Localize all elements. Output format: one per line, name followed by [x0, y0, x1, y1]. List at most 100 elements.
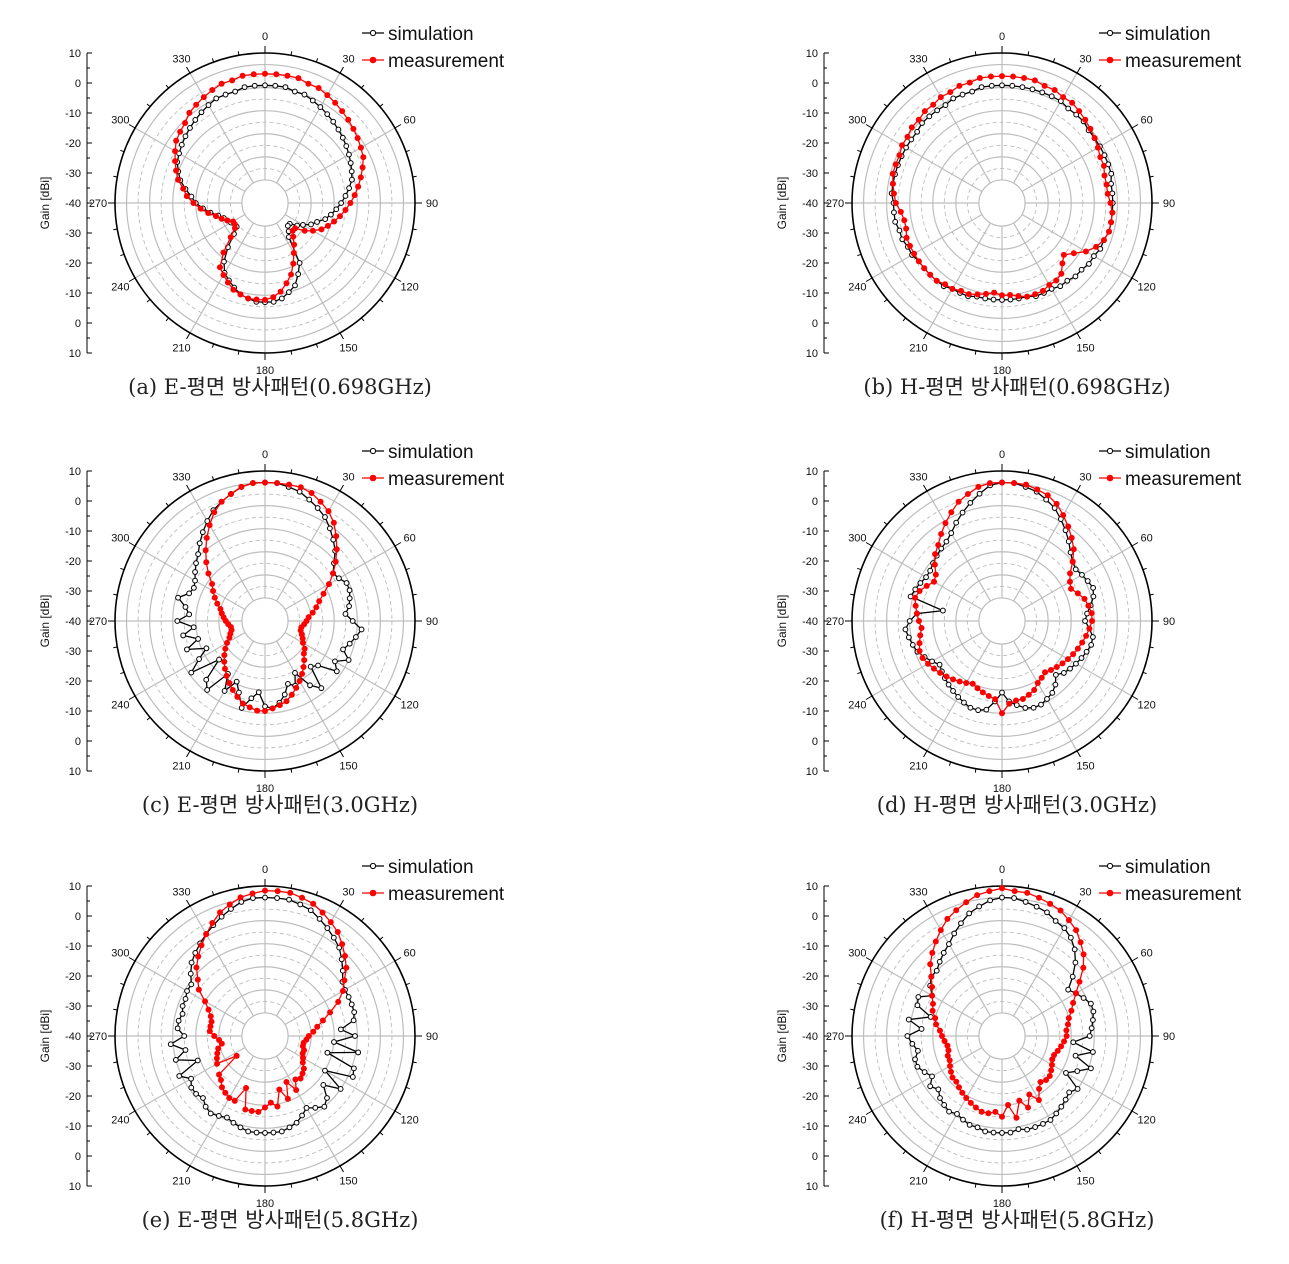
data-point-measurement	[293, 1086, 300, 1093]
data-point-measurement	[1016, 1097, 1023, 1104]
angle-tick-label: 0	[999, 864, 1005, 876]
angle-tick-mark	[1027, 350, 1030, 355]
angle-tick-label: 30	[1079, 53, 1091, 65]
data-point-simulation	[1011, 895, 1017, 901]
grid-spoke	[926, 222, 991, 334]
data-point-measurement	[325, 508, 332, 515]
data-point-simulation	[966, 1122, 973, 1128]
radial-tick-label: 10	[806, 766, 818, 778]
data-point-measurement	[334, 929, 341, 936]
angle-tick-label: 0	[262, 31, 268, 43]
radial-tick-label: -30	[802, 168, 818, 180]
data-point-measurement	[357, 144, 364, 151]
data-point-measurement	[915, 258, 922, 265]
angle-tick-mark	[211, 761, 215, 766]
data-point-simulation	[262, 894, 268, 901]
angle-tick-mark	[865, 957, 873, 962]
y-axis-title: Gain [dBi]	[775, 1010, 789, 1063]
data-point-simulation	[350, 1017, 357, 1024]
radial-tick-label: -10	[802, 288, 818, 300]
data-point-measurement	[1026, 1091, 1033, 1098]
data-point-measurement	[1057, 907, 1064, 914]
legend-label-measurement: measurement	[1125, 469, 1242, 490]
data-point-simulation	[317, 104, 324, 110]
polar-grid	[114, 52, 416, 354]
y-axis-title: Gain [dBi]	[775, 595, 789, 648]
data-point-measurement	[222, 645, 229, 652]
data-point-simulation	[255, 689, 262, 696]
data-point-measurement	[942, 520, 949, 527]
data-point-measurement	[237, 894, 244, 901]
angle-tick-label: 330	[172, 53, 190, 65]
data-point-simulation	[990, 296, 997, 303]
data-point-measurement	[310, 900, 317, 907]
data-point-simulation	[1091, 253, 1097, 259]
caption-d: (d) H-평면 방사패턴(3.0GHz)	[876, 793, 1158, 817]
series-measurement	[912, 479, 1095, 717]
data-point-simulation	[224, 1114, 230, 1121]
angle-tick-mark	[379, 299, 384, 303]
data-point-measurement	[1048, 1067, 1055, 1074]
grid-spoke	[1013, 905, 1078, 1017]
data-point-measurement	[276, 702, 283, 709]
angle-tick-mark	[1142, 982, 1147, 986]
angle-tick-mark	[146, 936, 151, 940]
angle-tick-mark	[1131, 957, 1139, 962]
data-point-simulation	[1032, 1124, 1039, 1130]
data-point-measurement	[932, 571, 939, 578]
legend-label-measurement: measurement	[1125, 51, 1242, 72]
data-point-measurement	[211, 1032, 218, 1039]
data-point-measurement	[1013, 697, 1020, 704]
data-point-simulation	[1060, 670, 1067, 676]
angle-tick-mark	[1076, 750, 1081, 758]
legend-label-simulation: simulation	[1125, 442, 1211, 463]
caption-f: (f) H-평면 방사패턴(5.8GHz)	[879, 1208, 1155, 1232]
radial-tick-label: -30	[65, 228, 81, 240]
data-point-measurement	[297, 1075, 304, 1082]
data-point-simulation	[950, 688, 956, 694]
radial-tick-label: 0	[75, 736, 81, 748]
data-point-measurement	[226, 901, 233, 908]
angle-tick-label: 90	[1163, 198, 1175, 210]
data-point-simulation	[914, 128, 921, 135]
radial-tick-label: 10	[69, 1181, 81, 1193]
data-point-measurement	[985, 692, 992, 699]
data-point-simulation	[303, 1105, 310, 1111]
data-point-simulation	[314, 219, 320, 225]
grid-spoke	[189, 1055, 254, 1167]
angle-tick-mark	[113, 1061, 118, 1064]
data-point-measurement	[929, 992, 936, 999]
data-point-measurement	[1079, 639, 1086, 646]
data-point-measurement	[1046, 281, 1053, 288]
data-point-simulation	[358, 626, 365, 633]
data-point-measurement	[903, 234, 910, 241]
polar-chart-d: 0 30 60 90 120 150 180 210 240 270 300 330 10 0 -10 -20…	[775, 442, 1242, 795]
data-point-measurement	[333, 546, 340, 553]
data-point-simulation	[988, 82, 995, 89]
data-point-measurement	[296, 677, 303, 684]
data-point-simulation	[346, 595, 353, 602]
data-point-measurement	[1101, 172, 1108, 179]
data-point-simulation	[330, 934, 337, 941]
data-point-measurement	[916, 647, 923, 654]
data-point-simulation	[337, 1086, 344, 1092]
data-point-measurement	[974, 892, 981, 899]
data-point-simulation	[297, 901, 304, 908]
data-point-measurement	[172, 158, 179, 165]
data-point-simulation	[322, 216, 329, 223]
data-point-measurement	[277, 288, 284, 295]
data-point-simulation	[937, 1095, 943, 1101]
data-point-measurement	[1049, 1056, 1056, 1063]
grid-spoke	[189, 72, 254, 184]
data-point-measurement	[1088, 617, 1095, 624]
data-point-simulation	[204, 687, 211, 693]
angle-tick-mark	[857, 1086, 862, 1090]
data-point-measurement	[1064, 1021, 1071, 1028]
data-point-simulation	[349, 1074, 356, 1080]
data-point-simulation	[339, 134, 346, 141]
data-point-simulation	[1090, 584, 1096, 591]
angle-tick-mark	[165, 1150, 169, 1155]
angle-tick-mark	[923, 332, 928, 340]
angle-tick-label: 210	[172, 761, 190, 773]
data-point-measurement	[944, 915, 951, 922]
